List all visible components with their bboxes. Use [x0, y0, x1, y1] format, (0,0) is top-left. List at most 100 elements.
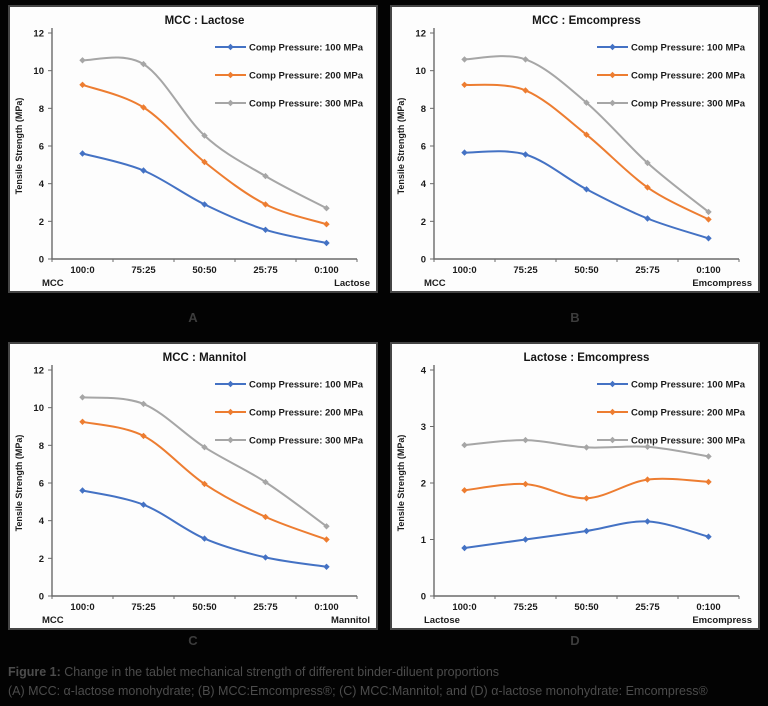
- y-tick-label: 2: [421, 217, 426, 228]
- legend-label: Comp Pressure: 300 MPa: [249, 436, 364, 447]
- series-marker: [262, 554, 269, 561]
- x-tick-label: 0:100: [314, 602, 338, 613]
- series-marker: [461, 81, 468, 88]
- series-marker: [522, 480, 529, 488]
- chart-c-canvas: MCC : Mannitol 0 2 4 6 8 10 12 100:0 75:25 50:50 25…: [14, 352, 370, 626]
- series-marker: [583, 495, 590, 502]
- legend-label: Comp Pressure: 100 MPa: [249, 380, 364, 391]
- caption-line-1: Figure 1: Change in the tablet mechanica…: [8, 663, 758, 682]
- series-marker: [583, 99, 590, 106]
- series-marker: [522, 87, 529, 94]
- chart-row-bottom: MCC : Mannitol 0 2 4 6 8 10 12 100:0 75:25 50:50 25…: [0, 342, 768, 630]
- chart-title: MCC : Emcompress: [532, 15, 641, 27]
- y-tick-label: 12: [33, 366, 44, 377]
- y-tick-label: 6: [39, 142, 44, 153]
- series-line: [463, 150, 710, 240]
- series-marker: [705, 208, 712, 216]
- series-marker: [461, 441, 468, 449]
- series-marker: [522, 56, 529, 63]
- series-marker: [201, 201, 208, 208]
- x-tick-label: 0:100: [696, 265, 720, 276]
- series-marker: [79, 81, 86, 88]
- series-marker: [140, 432, 147, 440]
- x-tick-label: 75:25: [131, 265, 156, 276]
- x-tick-label: 25:75: [253, 265, 278, 276]
- y-tick-label: 8: [39, 104, 44, 115]
- y-tick-label: 0: [421, 255, 426, 266]
- chart-panel-d: Lactose : Emcompress 0 1 2 3 4 100:0 75:25 50:50…: [390, 342, 760, 630]
- series-marker: [583, 527, 590, 535]
- series-marker: [705, 478, 712, 486]
- x-tick-label: 50:50: [192, 602, 216, 613]
- y-tick-label: 4: [39, 516, 45, 527]
- caption-title: Change in the tablet mechanical strength…: [60, 665, 500, 679]
- series-marker: [201, 132, 208, 139]
- series-marker: [644, 215, 651, 222]
- series-marker: [79, 150, 86, 157]
- legend-marker: [227, 99, 234, 107]
- panel-letter-row-top: A B: [0, 293, 768, 342]
- x-tick-label: 25:75: [635, 265, 660, 276]
- y-axis-title: Tensile Strength (MPa): [396, 435, 406, 532]
- x-tick-label: 100:0: [452, 265, 476, 276]
- chart-a-canvas: MCC : Lactose 0 2 4 6 8 10 12 100:0 75:25 50:50 25:…: [14, 15, 370, 289]
- y-tick-label: 4: [39, 179, 45, 190]
- y-tick-label: 10: [415, 66, 426, 77]
- legend-marker: [609, 43, 616, 51]
- chart-title: MCC : Mannitol: [163, 352, 247, 364]
- y-tick-label: 0: [421, 592, 426, 603]
- y-tick-label: 10: [33, 66, 44, 77]
- y-axis-title: Tensile Strength (MPa): [396, 98, 406, 195]
- series-marker: [79, 57, 86, 64]
- y-tick-label: 4: [421, 366, 427, 377]
- x-tick-label: 75:25: [513, 265, 538, 276]
- panel-label-b: B: [570, 310, 580, 325]
- legend-marker: [227, 436, 234, 444]
- x-tick-label: 75:25: [513, 602, 538, 613]
- legend-marker: [609, 408, 616, 416]
- figure-caption: Figure 1: Change in the tablet mechanica…: [0, 658, 768, 701]
- panel-label-c: C: [188, 633, 198, 648]
- series-marker: [705, 216, 712, 223]
- legend-marker: [227, 71, 234, 79]
- series-marker: [583, 131, 590, 138]
- legend-label: Comp Pressure: 300 MPa: [249, 99, 364, 110]
- series-marker: [140, 60, 147, 68]
- y-tick-label: 2: [39, 217, 44, 228]
- legend-marker: [609, 380, 616, 388]
- y-tick-label: 3: [421, 422, 426, 433]
- series-marker: [262, 172, 269, 180]
- series-marker: [461, 487, 468, 494]
- x-tick-label: 100:0: [70, 602, 94, 613]
- x-tick-label: 0:100: [696, 602, 720, 613]
- y-tick-label: 2: [39, 554, 44, 565]
- y-tick-label: 8: [39, 441, 44, 452]
- series-marker: [583, 186, 590, 193]
- x-axis-right-sublabel: Emcompress: [692, 615, 752, 626]
- x-tick-label: 50:50: [192, 265, 216, 276]
- chart-panel-b: MCC : Emcompress 0 2 4 6 8 10 12 100:0 75:25 50:50…: [390, 5, 760, 293]
- y-axis-title: Tensile Strength (MPa): [14, 98, 24, 195]
- x-axis-right-sublabel: Mannitol: [331, 615, 370, 626]
- series-marker: [262, 478, 269, 486]
- series-marker: [705, 533, 712, 540]
- x-tick-label: 100:0: [452, 602, 476, 613]
- series-marker: [262, 513, 269, 521]
- x-tick-label: 0:100: [314, 265, 338, 276]
- y-tick-label: 2: [421, 479, 426, 490]
- series-marker: [522, 536, 529, 543]
- x-axis-left-sublabel: MCC: [42, 615, 64, 626]
- series-marker: [262, 226, 269, 233]
- series-marker: [140, 400, 147, 408]
- legend-label: Comp Pressure: 200 MPa: [631, 408, 746, 419]
- legend-marker: [227, 380, 234, 388]
- y-tick-label: 6: [421, 142, 426, 153]
- legend-label: Comp Pressure: 200 MPa: [249, 408, 364, 419]
- x-axis-left-sublabel: MCC: [424, 278, 446, 289]
- series-marker: [644, 518, 651, 525]
- caption-figure-number: Figure 1:: [8, 665, 61, 679]
- series-marker: [323, 563, 330, 570]
- y-tick-label: 8: [421, 104, 426, 115]
- x-tick-label: 25:75: [253, 602, 278, 613]
- chart-panel-c: MCC : Mannitol 0 2 4 6 8 10 12 100:0 75:25 50:50 25…: [8, 342, 378, 630]
